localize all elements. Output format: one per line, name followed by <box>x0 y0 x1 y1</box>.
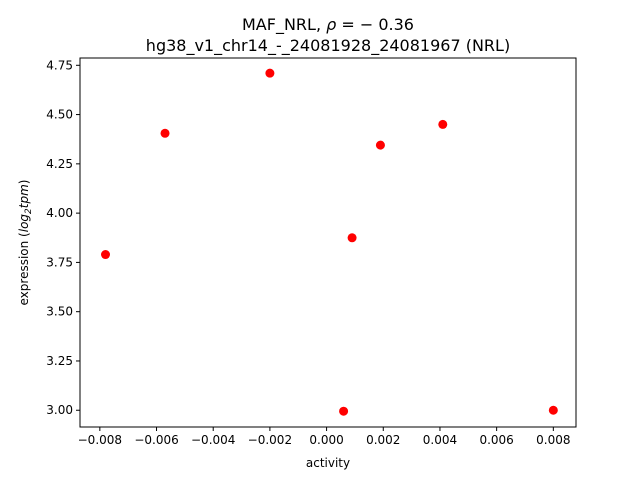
y-tick-label: 3.00 <box>46 403 73 417</box>
y-tick-label: 4.50 <box>46 108 73 122</box>
x-tick-label: 0.006 <box>479 433 513 447</box>
chart-title-line2: hg38_v1_chr14_-_24081928_24081967 (NRL) <box>146 36 510 56</box>
x-tick-label: −0.004 <box>191 433 235 447</box>
ylabel-tpm: tpm <box>17 184 31 208</box>
y-tick-label: 3.50 <box>46 305 73 319</box>
title-rho: ρ <box>326 15 336 34</box>
y-tick-label: 4.00 <box>46 206 73 220</box>
plot-area-frame <box>79 57 577 428</box>
y-tick-label: 3.75 <box>46 255 73 269</box>
y-tick-label: 4.75 <box>46 58 73 72</box>
points-layer <box>101 68 558 416</box>
y-axis-label: expression (log2tpm) <box>17 180 34 306</box>
x-tick-label: −0.006 <box>134 433 178 447</box>
data-point <box>339 406 349 416</box>
ylabel-suffix: ) <box>17 180 31 185</box>
y-tick-label: 3.25 <box>46 354 73 368</box>
x-tick-label: 0.004 <box>423 433 457 447</box>
x-tick-label: 0.002 <box>366 433 400 447</box>
y-tick-label: 4.25 <box>46 157 73 171</box>
x-tick-label: 0.000 <box>309 433 343 447</box>
x-axis-label: activity <box>306 456 350 470</box>
ticks-layer: −0.008 −0.006 −0.004 −0.002 0.000 0.002 0.004 0… <box>46 58 570 447</box>
data-point <box>265 68 275 78</box>
chart-title-line1: MAF_NRL, ρ = − 0.36 <box>242 15 414 35</box>
x-tick-label: 0.008 <box>536 433 570 447</box>
title-prefix: MAF_NRL, <box>242 15 326 35</box>
data-point <box>347 233 357 243</box>
data-point <box>375 140 385 150</box>
ylabel-log: log <box>17 214 31 233</box>
data-point <box>548 405 558 415</box>
x-tick-label: −0.008 <box>78 433 122 447</box>
ylabel-subscript: 2 <box>24 208 34 214</box>
data-point <box>160 128 170 138</box>
data-point <box>438 119 448 129</box>
x-tick-label: −0.002 <box>248 433 292 447</box>
data-point <box>101 250 111 260</box>
ylabel-prefix: expression ( <box>17 232 31 305</box>
title-rho-value: = − 0.36 <box>336 15 414 34</box>
